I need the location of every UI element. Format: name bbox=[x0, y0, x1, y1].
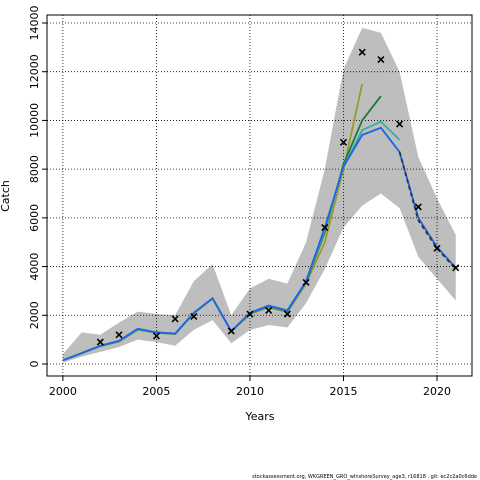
observation-marker bbox=[265, 306, 273, 314]
observation-marker bbox=[227, 327, 235, 335]
observation-marker bbox=[171, 315, 179, 323]
y-tick-label: 6000 bbox=[28, 204, 41, 232]
series-line bbox=[62, 126, 457, 362]
y-tick-label: 14000 bbox=[28, 5, 41, 40]
observation-marker bbox=[339, 138, 348, 146]
observation-marker bbox=[358, 48, 366, 56]
x-axis-label: Years bbox=[244, 410, 274, 423]
y-tick-label: 10000 bbox=[28, 103, 41, 138]
observation-marker bbox=[396, 120, 404, 128]
x-tick-label: 2020 bbox=[423, 385, 451, 398]
observation-marker bbox=[433, 244, 441, 252]
y-tick-label: 8000 bbox=[28, 155, 41, 183]
observation-marker bbox=[152, 332, 160, 340]
y-tick-label: 2000 bbox=[28, 301, 41, 329]
observation-marker bbox=[377, 55, 385, 64]
observation-marker bbox=[302, 278, 310, 286]
series-line bbox=[398, 151, 457, 270]
y-axis-label: Catch bbox=[0, 180, 12, 212]
observation-marker bbox=[246, 310, 254, 318]
observation-marker bbox=[96, 338, 104, 346]
x-tick-label: 2000 bbox=[49, 385, 77, 398]
confidence-band bbox=[62, 27, 456, 363]
y-tick-label: 0 bbox=[28, 360, 41, 367]
observation-marker bbox=[414, 203, 422, 211]
x-tick-label: 2005 bbox=[142, 385, 170, 398]
x-tick-label: 2015 bbox=[329, 385, 357, 398]
footer: stockassessment.org, WKGREEN_GRO_wInshor… bbox=[252, 474, 477, 480]
observation-marker bbox=[190, 312, 198, 321]
observation-marker bbox=[283, 310, 291, 318]
plot-frame bbox=[46, 14, 473, 377]
observation-marker bbox=[115, 331, 123, 339]
observation-marker bbox=[321, 224, 329, 232]
y-tick-label: 4000 bbox=[28, 253, 41, 281]
observation-marker bbox=[452, 264, 460, 272]
x-tick-label: 2010 bbox=[236, 385, 264, 398]
y-tick-label: 12000 bbox=[28, 54, 41, 89]
